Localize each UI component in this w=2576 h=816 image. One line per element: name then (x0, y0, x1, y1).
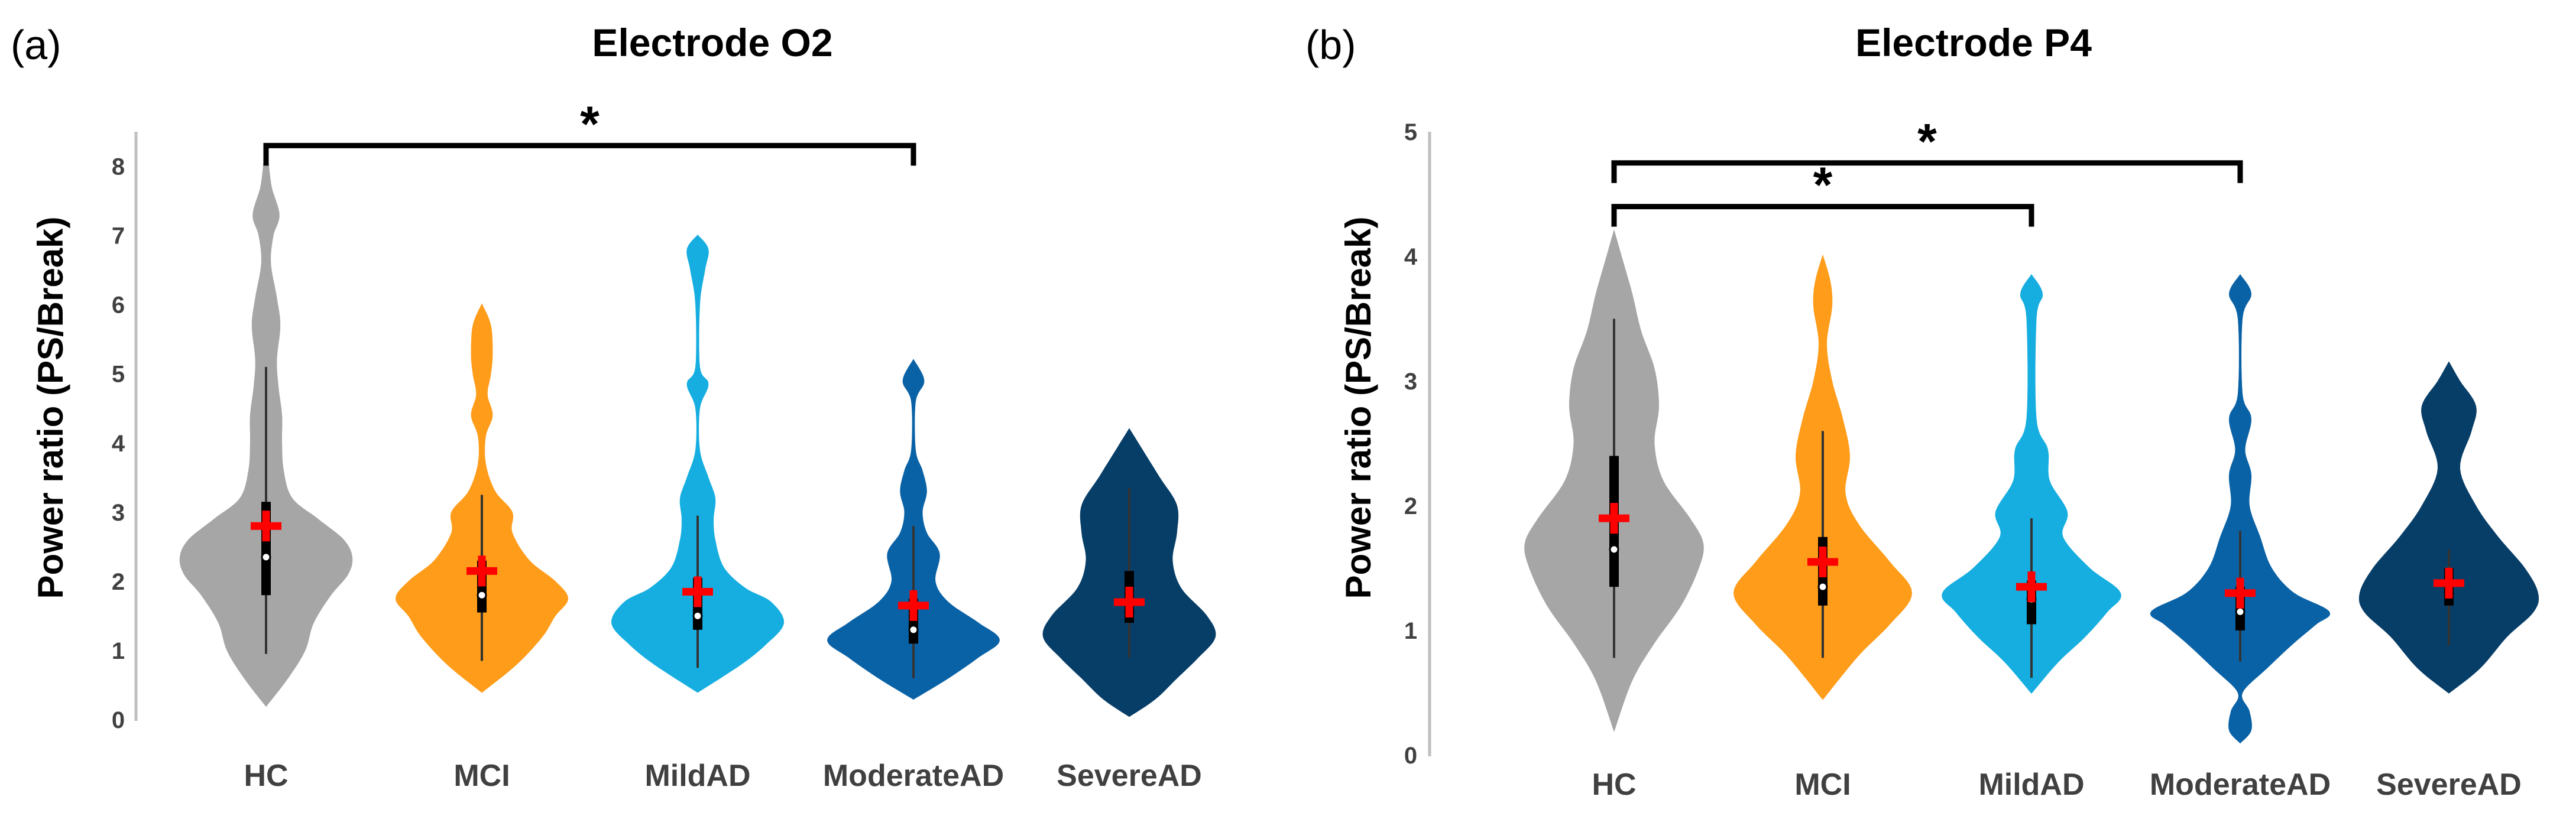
mean-marker (682, 576, 713, 607)
violin-chart-p4: (b) Electrode P4 Power ratio (PS/Break) … (1305, 21, 2539, 802)
chart-panel-b: (b) Electrode P4 Power ratio (PS/Break) … (1288, 0, 2576, 816)
mean-marker (251, 511, 281, 542)
chart-title: Electrode P4 (1855, 21, 2092, 64)
significance-star: * (580, 96, 600, 151)
median-point (261, 552, 271, 563)
significance-bracket (1611, 204, 2034, 227)
y-tick-label: 5 (112, 362, 125, 388)
violin-moderatead (2150, 274, 2331, 744)
y-tick-label: 1 (112, 638, 125, 664)
significance-star: * (1917, 113, 1937, 169)
median-point (2235, 606, 2246, 617)
violin-mildad (1942, 274, 2121, 694)
panel-label: (a) (11, 22, 61, 68)
mean-marker (2225, 577, 2256, 609)
x-tick-label: ModerateAD (823, 759, 1004, 793)
x-tick-label: ModerateAD (2150, 768, 2331, 802)
significance-bracket (1611, 160, 2243, 183)
violin-chart-o2: (a) Electrode O2 Power ratio (PS/Break) … (11, 21, 1216, 793)
median-point (908, 625, 919, 635)
panel-label: (b) (1305, 22, 1356, 68)
y-tick-label: 2 (112, 569, 125, 595)
mean-marker (2016, 571, 2047, 603)
mean-marker (1807, 546, 1838, 577)
y-tick-label: 2 (1404, 493, 1417, 519)
x-tick-label: SevereAD (2376, 768, 2522, 802)
significance-bracket (263, 142, 916, 166)
y-tick-label: 5 (1404, 119, 1417, 145)
x-tick-label: MildAD (644, 759, 750, 793)
y-tick-label: 7 (112, 223, 125, 249)
y-tick-label: 4 (112, 431, 125, 457)
y-tick-label: 0 (1404, 743, 1417, 769)
chart-title: Electrode O2 (592, 21, 832, 64)
violin-severead (2358, 361, 2539, 694)
x-tick-label: HC (1592, 768, 1636, 802)
mean-marker (1114, 587, 1145, 617)
x-tick-label: MildAD (1978, 768, 2084, 802)
y-axis-label: Power ratio (PS/Break) (31, 217, 70, 599)
mean-marker (2434, 567, 2464, 599)
significance-star: * (1813, 157, 1833, 213)
x-tick-label: MCI (1794, 768, 1851, 802)
mean-marker (898, 590, 929, 621)
y-tick-label: 0 (112, 707, 125, 733)
y-tick-label: 3 (1404, 369, 1417, 395)
x-tick-label: HC (244, 759, 288, 793)
median-point (1609, 544, 1619, 555)
y-tick-label: 6 (112, 292, 125, 318)
violin-mildad (611, 235, 785, 693)
median-point (477, 590, 487, 600)
y-tick-label: 3 (112, 500, 125, 526)
mean-marker (466, 555, 497, 587)
median-point (1817, 581, 1828, 592)
chart-panel-a: (a) Electrode O2 Power ratio (PS/Break) … (11, 21, 1216, 793)
x-tick-label: SevereAD (1057, 759, 1202, 793)
median-point (692, 610, 703, 621)
y-axis-label: Power ratio (PS/Break) (1339, 217, 1378, 599)
y-tick-label: 8 (112, 154, 125, 180)
mean-marker (1599, 503, 1629, 534)
y-tick-label: 4 (1404, 244, 1418, 270)
x-tick-label: MCI (453, 759, 510, 793)
y-tick-label: 1 (1404, 618, 1417, 644)
